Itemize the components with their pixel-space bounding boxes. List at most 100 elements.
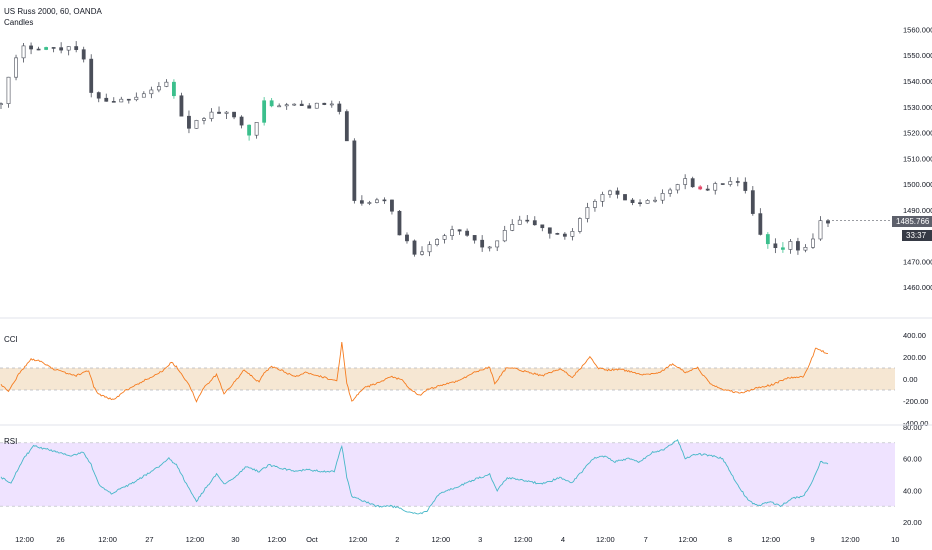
time-axis-label: 3: [478, 535, 482, 544]
candles-group: [0, 41, 830, 257]
candle-body: [562, 233, 567, 237]
candle-body: [224, 111, 229, 114]
candle-body: [577, 218, 582, 232]
time-axis-label: 12:00: [514, 535, 533, 544]
candle-body: [269, 100, 274, 107]
candle-body: [322, 102, 327, 105]
price-tick-label: 1520.000: [903, 129, 932, 138]
candle-body: [299, 103, 304, 107]
time-axis-label: 9: [811, 535, 815, 544]
time-axis-label: 10: [891, 535, 899, 544]
cci-tick-label: 0.00: [903, 375, 918, 384]
cci-line: [0, 342, 828, 403]
candle-body: [247, 124, 252, 136]
candle-body: [81, 49, 86, 60]
candle-body: [187, 115, 191, 129]
candle-body: [608, 190, 612, 195]
cci-pane-title: CCI: [4, 335, 18, 344]
candle-body: [502, 230, 507, 242]
candle-body: [74, 46, 79, 50]
candle-body: [89, 58, 94, 93]
candle-body: [615, 190, 620, 195]
candle-body: [743, 181, 748, 191]
price-tick-label: 1560.000: [903, 25, 932, 34]
rsi-line: [0, 439, 829, 515]
candle-body: [713, 183, 718, 191]
candle-body: [6, 76, 11, 104]
candle-body: [720, 183, 725, 185]
candle-body: [352, 140, 357, 201]
candle-body: [397, 210, 402, 236]
candle-body: [525, 219, 530, 222]
time-axis-label: 12:00: [349, 535, 368, 544]
time-axis-label: 12:00: [98, 535, 117, 544]
cci-tick-label: 200.00: [903, 353, 926, 362]
last-price-tag: 1485.766: [892, 216, 932, 227]
rsi-pane-title: RSI: [4, 437, 18, 446]
time-axis-label: 12:00: [15, 535, 34, 544]
candle-body: [194, 120, 199, 129]
candle-body: [645, 200, 650, 204]
candle-body: [705, 188, 710, 191]
candle-body: [495, 240, 500, 248]
price-tick-label: 1510.000: [903, 154, 932, 163]
candle-body: [134, 96, 139, 101]
candle-body: [111, 101, 116, 103]
candle-body: [510, 224, 515, 231]
candle-body: [104, 97, 109, 102]
time-axis-label: 12:00: [761, 535, 780, 544]
candle-body: [209, 111, 214, 119]
candle-body: [570, 231, 575, 237]
candle-body: [630, 199, 635, 203]
time-axis-label: 2: [395, 535, 399, 544]
symbol-title: US Russ 2000, 60, OANDA: [4, 7, 102, 16]
candle-body: [292, 103, 297, 106]
time-axis-label: 8: [728, 535, 732, 544]
candle-body: [262, 100, 267, 123]
candle-body: [420, 251, 424, 255]
candle-body: [683, 178, 688, 185]
candle-body: [164, 81, 169, 87]
candle-body: [119, 98, 124, 103]
candle-body: [788, 241, 793, 250]
candle-body: [14, 57, 18, 78]
candle-body: [51, 47, 56, 49]
time-axis-label: 30: [231, 535, 239, 544]
candle-body: [480, 239, 485, 248]
time-axis-label: 12:00: [267, 535, 286, 544]
candle-body: [818, 220, 823, 240]
candle-body: [96, 92, 101, 99]
candle-body: [359, 200, 364, 204]
candle-body: [141, 93, 146, 98]
time-axis-label: 12:00: [596, 535, 615, 544]
candle-body: [277, 105, 282, 108]
candle-body: [405, 234, 409, 242]
candle-body: [780, 247, 785, 250]
candle-body: [472, 235, 477, 241]
time-axis-label: 12:00: [186, 535, 205, 544]
candle-body: [284, 104, 289, 107]
candle-body: [668, 189, 673, 194]
candle-body: [344, 111, 349, 142]
time-axis-label: Oct: [306, 535, 319, 544]
candle-body: [600, 194, 605, 202]
candle-body: [382, 199, 387, 202]
time-axis-label: 7: [644, 535, 648, 544]
candle-body: [435, 239, 439, 245]
price-tick-label: 1530.000: [903, 103, 932, 112]
candle-body: [232, 111, 236, 118]
candle-body: [427, 244, 432, 253]
candle-body: [811, 238, 815, 248]
price-tick-label: 1470.000: [903, 257, 932, 266]
candle-body: [21, 45, 26, 59]
candle-body: [375, 199, 379, 203]
candle-body: [803, 247, 808, 251]
rsi-tick-label: 80.00: [903, 423, 922, 432]
candle-body: [465, 230, 470, 236]
candle-body: [217, 111, 221, 114]
candle-body: [179, 95, 184, 117]
candle-body: [0, 103, 3, 105]
price-tick-label: 1540.000: [903, 77, 932, 86]
cci-band: [0, 368, 895, 390]
